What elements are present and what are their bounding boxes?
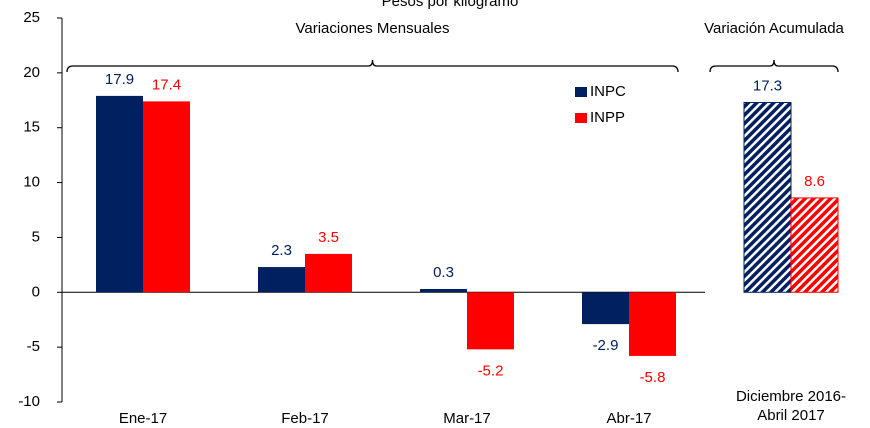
bar — [420, 288, 467, 293]
x-tick-label: Diciembre 2016- Abril 2017 — [735, 388, 847, 424]
value-label: 17.3 — [753, 77, 782, 94]
y-tick-label: 25 — [23, 9, 40, 26]
legend-swatch — [575, 87, 587, 97]
legend-swatch — [575, 113, 587, 123]
value-label: 3.5 — [318, 229, 339, 246]
legend-label: INPC — [590, 83, 626, 100]
value-label: 0.3 — [433, 264, 454, 281]
bar — [258, 267, 305, 293]
y-tick-label: -5 — [27, 338, 40, 355]
brace — [66, 59, 679, 73]
value-label: 2.3 — [271, 242, 292, 259]
value-label: 17.9 — [105, 71, 134, 88]
value-label: -2.9 — [593, 337, 619, 354]
value-label: -5.8 — [640, 369, 666, 386]
bar — [143, 101, 190, 293]
y-tick-label: 0 — [32, 283, 40, 300]
value-label: 8.6 — [804, 173, 825, 190]
bar — [467, 292, 514, 350]
chart-title: Pesos por kilogramo — [382, 0, 519, 10]
x-tick-label: Ene-17 — [118, 410, 168, 427]
bar — [305, 253, 352, 293]
bar — [96, 95, 143, 293]
x-tick-label: Mar-17 — [443, 410, 491, 427]
value-label: -5.2 — [478, 362, 504, 379]
y-tick-label: -10 — [18, 393, 40, 410]
annotation: Variaciones Mensuales — [296, 20, 450, 37]
y-tick-label: 5 — [32, 228, 40, 245]
y-tick-label: 15 — [23, 119, 40, 136]
legend-label: INPP — [590, 109, 625, 126]
annotation: Variación Acumulada — [704, 20, 844, 37]
x-tick-label: Feb-17 — [281, 410, 329, 427]
y-tick-label: 20 — [23, 64, 40, 81]
bar — [790, 197, 839, 293]
y-tick-label: 10 — [23, 174, 40, 191]
x-tick-label: Abr-17 — [606, 410, 652, 427]
bar — [629, 292, 676, 356]
value-label: 17.4 — [152, 76, 181, 93]
brace — [709, 59, 839, 73]
bar — [582, 292, 629, 325]
bar — [743, 101, 792, 293]
